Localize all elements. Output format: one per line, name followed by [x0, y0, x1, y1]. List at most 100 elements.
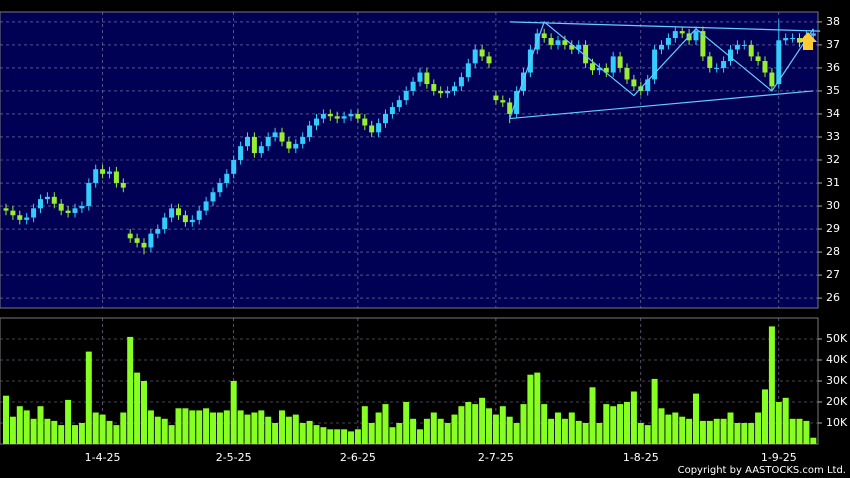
volume-bar: [265, 416, 272, 444]
volume-bar: [727, 412, 734, 444]
volume-bar: [361, 406, 368, 444]
volume-bar: [9, 416, 16, 444]
volume-bar: [189, 410, 196, 444]
candle-body: [514, 90, 520, 114]
x-tick-label: 2-5-25: [216, 451, 252, 464]
candle-body: [659, 44, 664, 50]
volume-bar: [527, 374, 534, 444]
volume-bar: [596, 423, 603, 444]
trend-line: [509, 20, 814, 119]
volume-bar: [106, 420, 113, 444]
volume-bar: [444, 423, 451, 444]
candle-body: [265, 136, 271, 147]
candle-body: [182, 215, 188, 223]
copyright: Copyright by AASTOCKS.com Ltd.: [678, 465, 846, 476]
candle-body: [24, 217, 30, 220]
y-tick-label: 32: [826, 153, 840, 166]
candle-body: [272, 132, 278, 137]
candle-body: [714, 67, 720, 69]
candle-body: [169, 208, 175, 218]
candle-body: [624, 67, 630, 80]
volume-bar: [520, 404, 527, 444]
candle-body: [438, 90, 444, 94]
candle-body: [238, 146, 244, 160]
volume-bar: [789, 418, 796, 444]
volume-bar: [617, 404, 624, 444]
candle-body: [465, 63, 471, 78]
volume-bar: [244, 414, 251, 444]
candle-body: [396, 100, 402, 108]
volume-bar: [223, 410, 230, 444]
volume-bar: [327, 429, 334, 444]
volume-bar: [561, 418, 568, 444]
candle-body: [327, 113, 333, 117]
volume-bar: [141, 381, 147, 444]
candle-body: [741, 44, 747, 46]
candle-body: [431, 84, 437, 91]
volume-bar: [251, 412, 258, 444]
volume-bar: [99, 414, 106, 444]
volume-bar: [168, 425, 175, 444]
volume-bar: [341, 429, 348, 444]
candle-body: [100, 169, 106, 174]
candle-body: [148, 233, 154, 248]
volume-bar: [768, 326, 775, 444]
candle-body: [769, 72, 775, 87]
candle-body: [58, 203, 64, 211]
trend-line: [509, 21, 821, 32]
candle-body: [562, 40, 568, 45]
candle-body: [810, 33, 816, 36]
candle-body: [748, 44, 754, 57]
volume-bar: [161, 418, 168, 444]
candle-body: [141, 242, 147, 248]
volume-bar: [410, 418, 417, 444]
candle-body: [245, 136, 250, 147]
volume-bar: [699, 420, 706, 444]
candle-body: [113, 171, 119, 184]
volume-bar: [58, 425, 65, 444]
x-tick-label: 1-8-25: [623, 451, 659, 464]
candle-body: [120, 183, 126, 188]
candle-body: [672, 31, 678, 39]
volume-bar: [348, 431, 354, 444]
y-tick-label: 33: [826, 130, 840, 143]
volume-bar: [513, 423, 520, 444]
volume-bar: [196, 410, 203, 444]
volume-bar: [437, 418, 444, 444]
y-tick-label: 36: [826, 61, 840, 74]
candle-body: [162, 217, 168, 230]
candle-body: [286, 141, 292, 149]
candle-body: [576, 44, 582, 50]
y-tick-label: 26: [826, 291, 840, 304]
candle-body: [693, 31, 699, 41]
volume-bar: [299, 423, 306, 444]
trend-line: [509, 90, 814, 120]
volume-bar: [417, 429, 423, 444]
volume-bar: [292, 414, 299, 444]
volume-bar: [203, 408, 210, 444]
candle-body: [541, 33, 547, 39]
candle-body: [631, 79, 637, 87]
candle-body: [348, 113, 354, 117]
volume-bar: [499, 406, 506, 444]
volume-bar: [589, 387, 596, 444]
candle-body: [417, 72, 423, 82]
volume-bar: [354, 429, 361, 444]
candle-body: [44, 196, 50, 200]
candle-body: [155, 229, 161, 234]
y-tick-label: 28: [826, 245, 840, 258]
volume-bar: [134, 372, 141, 444]
candle-body: [258, 146, 264, 154]
candle-body: [500, 100, 506, 103]
candle-body: [665, 38, 671, 45]
volume-bar: [375, 412, 382, 444]
volume-bar: [782, 397, 789, 444]
volume-bar: [755, 412, 762, 444]
candle-body: [86, 183, 92, 207]
candle-body: [17, 215, 23, 220]
volume-bar: [92, 412, 99, 444]
volume-bar: [313, 425, 320, 444]
volume-bar: [113, 425, 120, 444]
candle-body: [548, 38, 554, 45]
